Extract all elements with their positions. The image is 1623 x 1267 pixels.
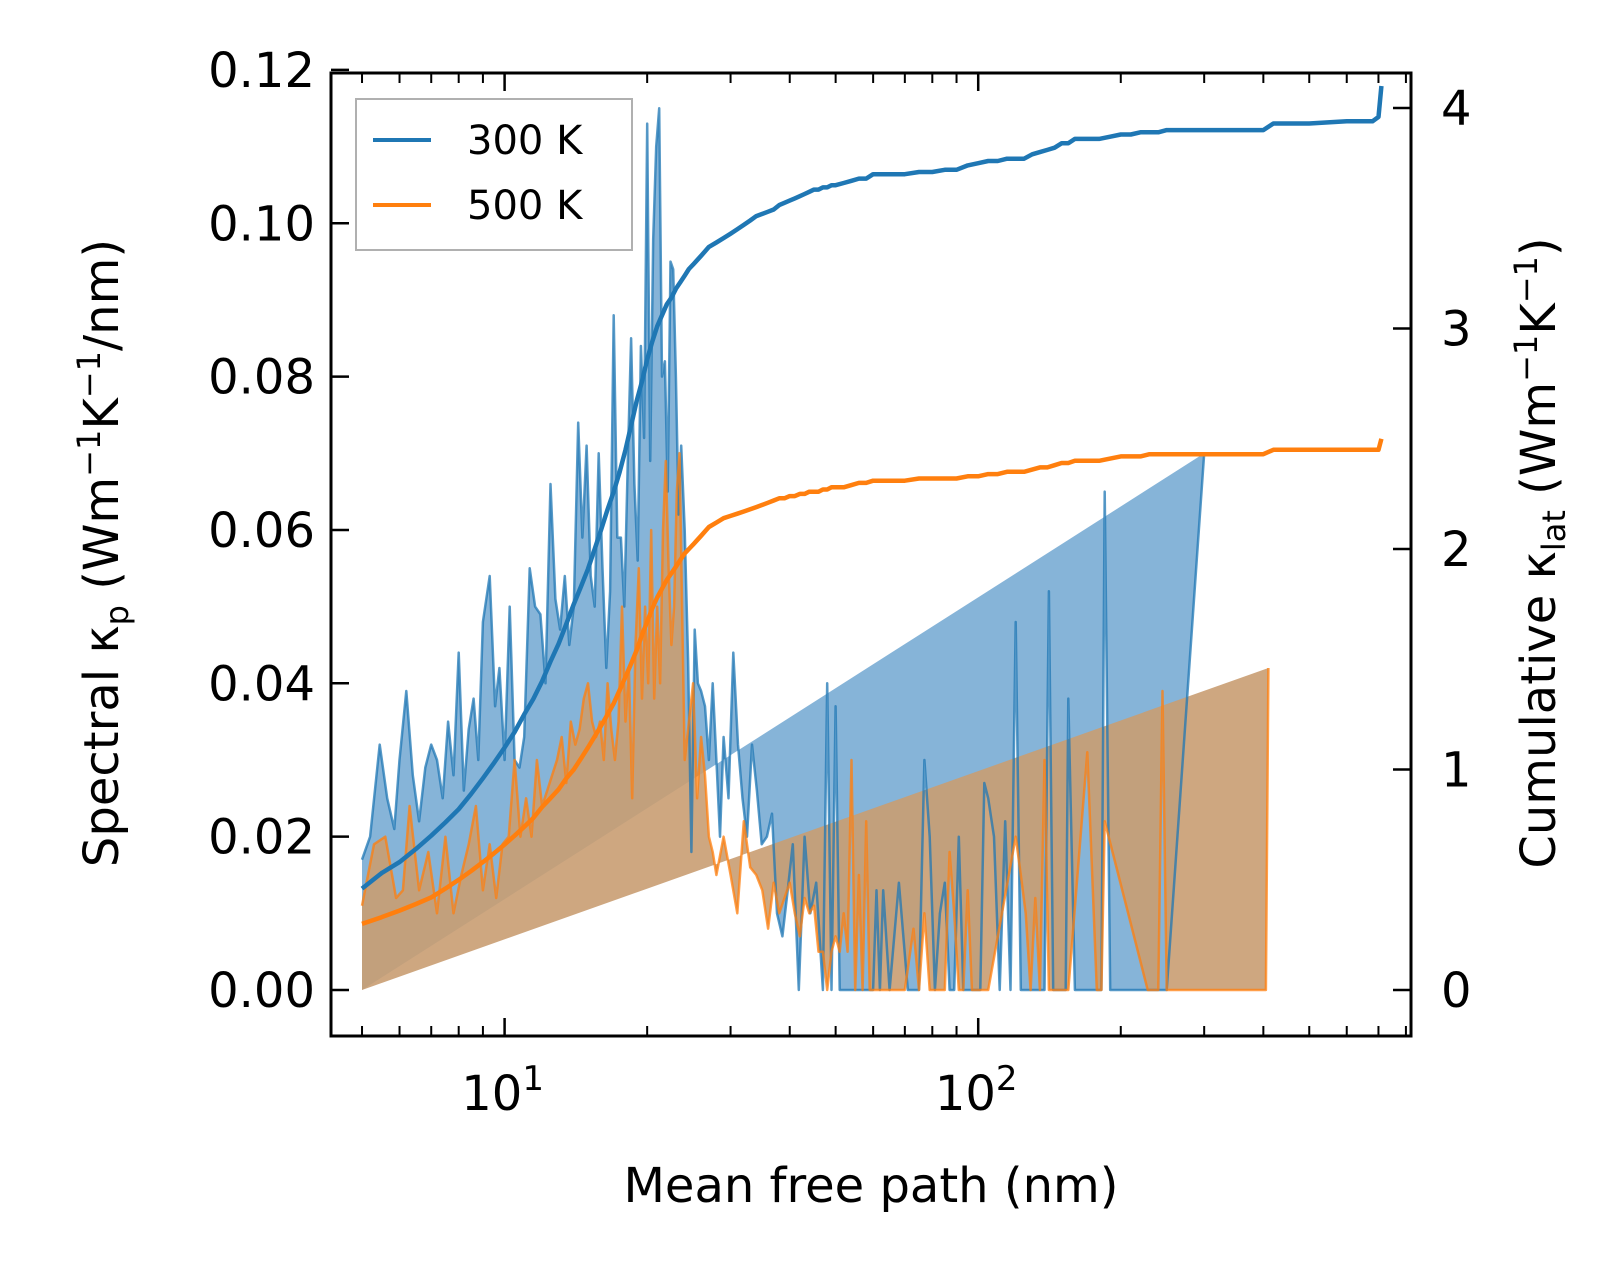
left-y-title-sub: p: [98, 605, 136, 625]
left-y-tick-label: 0.00: [208, 963, 315, 1019]
right-y-title-sup2: −1: [1507, 256, 1545, 303]
right-y-title-post: ): [1511, 237, 1567, 256]
right-y-tick-label: 3: [1441, 302, 1472, 358]
tick-labels: 0.00 0.02 0.04 0.06 0.08 0.10 0.12 0 1 2 3 4 101 102: [208, 43, 1471, 1122]
right-y-title-unit-pre: (Wm: [1511, 382, 1567, 510]
left-y-title-sup1: −1: [70, 430, 108, 477]
left-y-title-mid: K: [74, 397, 130, 430]
cumulative-line-500k: [361, 438, 1384, 927]
right-y-tick-label: 2: [1441, 522, 1472, 578]
x-tick-label: 102: [935, 1059, 1018, 1122]
plot-area: [360, 85, 1384, 992]
left-y-tick-label: 0.10: [208, 196, 315, 252]
left-y-tick-label: 0.06: [208, 503, 315, 559]
legend: 300 K 500 K: [355, 98, 633, 251]
right-y-title-pre: Cumulative κ: [1511, 551, 1567, 869]
plot-frame: [329, 71, 1413, 1038]
left-y-tick-label: 0.04: [208, 656, 315, 712]
x-axis-title: Mean free path (nm): [624, 1158, 1119, 1214]
spectral-line-500k: [360, 452, 1270, 992]
x-tick-label: 101: [461, 1059, 544, 1122]
cumulative-lines: [360, 85, 1384, 927]
legend-box: [355, 98, 633, 251]
left-y-title-pre: Spectral κ: [74, 625, 130, 867]
legend-label-500k: 500 K: [467, 183, 584, 229]
right-y-title-mid: K: [1511, 302, 1567, 335]
legend-label-300k: 300 K: [467, 118, 584, 164]
left-y-axis-title: Spectral κp (Wm−1K−1/nm): [70, 239, 136, 867]
left-y-title-unit-pre: (Wm: [74, 477, 130, 605]
cumulative-line-300k: [360, 85, 1384, 891]
right-y-title-sup1: −1: [1507, 335, 1545, 382]
left-y-tick-label: 0.08: [208, 350, 315, 406]
right-y-title-sub: lat: [1535, 510, 1573, 551]
left-y-title-post: /nm): [74, 239, 130, 351]
right-y-tick-label: 4: [1441, 81, 1472, 137]
right-y-tick-label: 1: [1441, 743, 1472, 799]
left-y-tick-label: 0.12: [208, 43, 315, 99]
left-y-title-sup2: −1: [70, 351, 108, 398]
right-y-tick-label: 0: [1441, 963, 1472, 1019]
axis-ticks: [331, 68, 1411, 1036]
left-y-tick-label: 0.02: [208, 810, 315, 866]
right-y-axis-title: Cumulative κlat (Wm−1K−1): [1507, 237, 1573, 868]
